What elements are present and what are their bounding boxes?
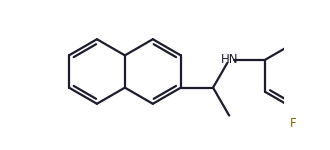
Text: HN: HN <box>220 53 238 66</box>
Text: F: F <box>290 117 297 130</box>
